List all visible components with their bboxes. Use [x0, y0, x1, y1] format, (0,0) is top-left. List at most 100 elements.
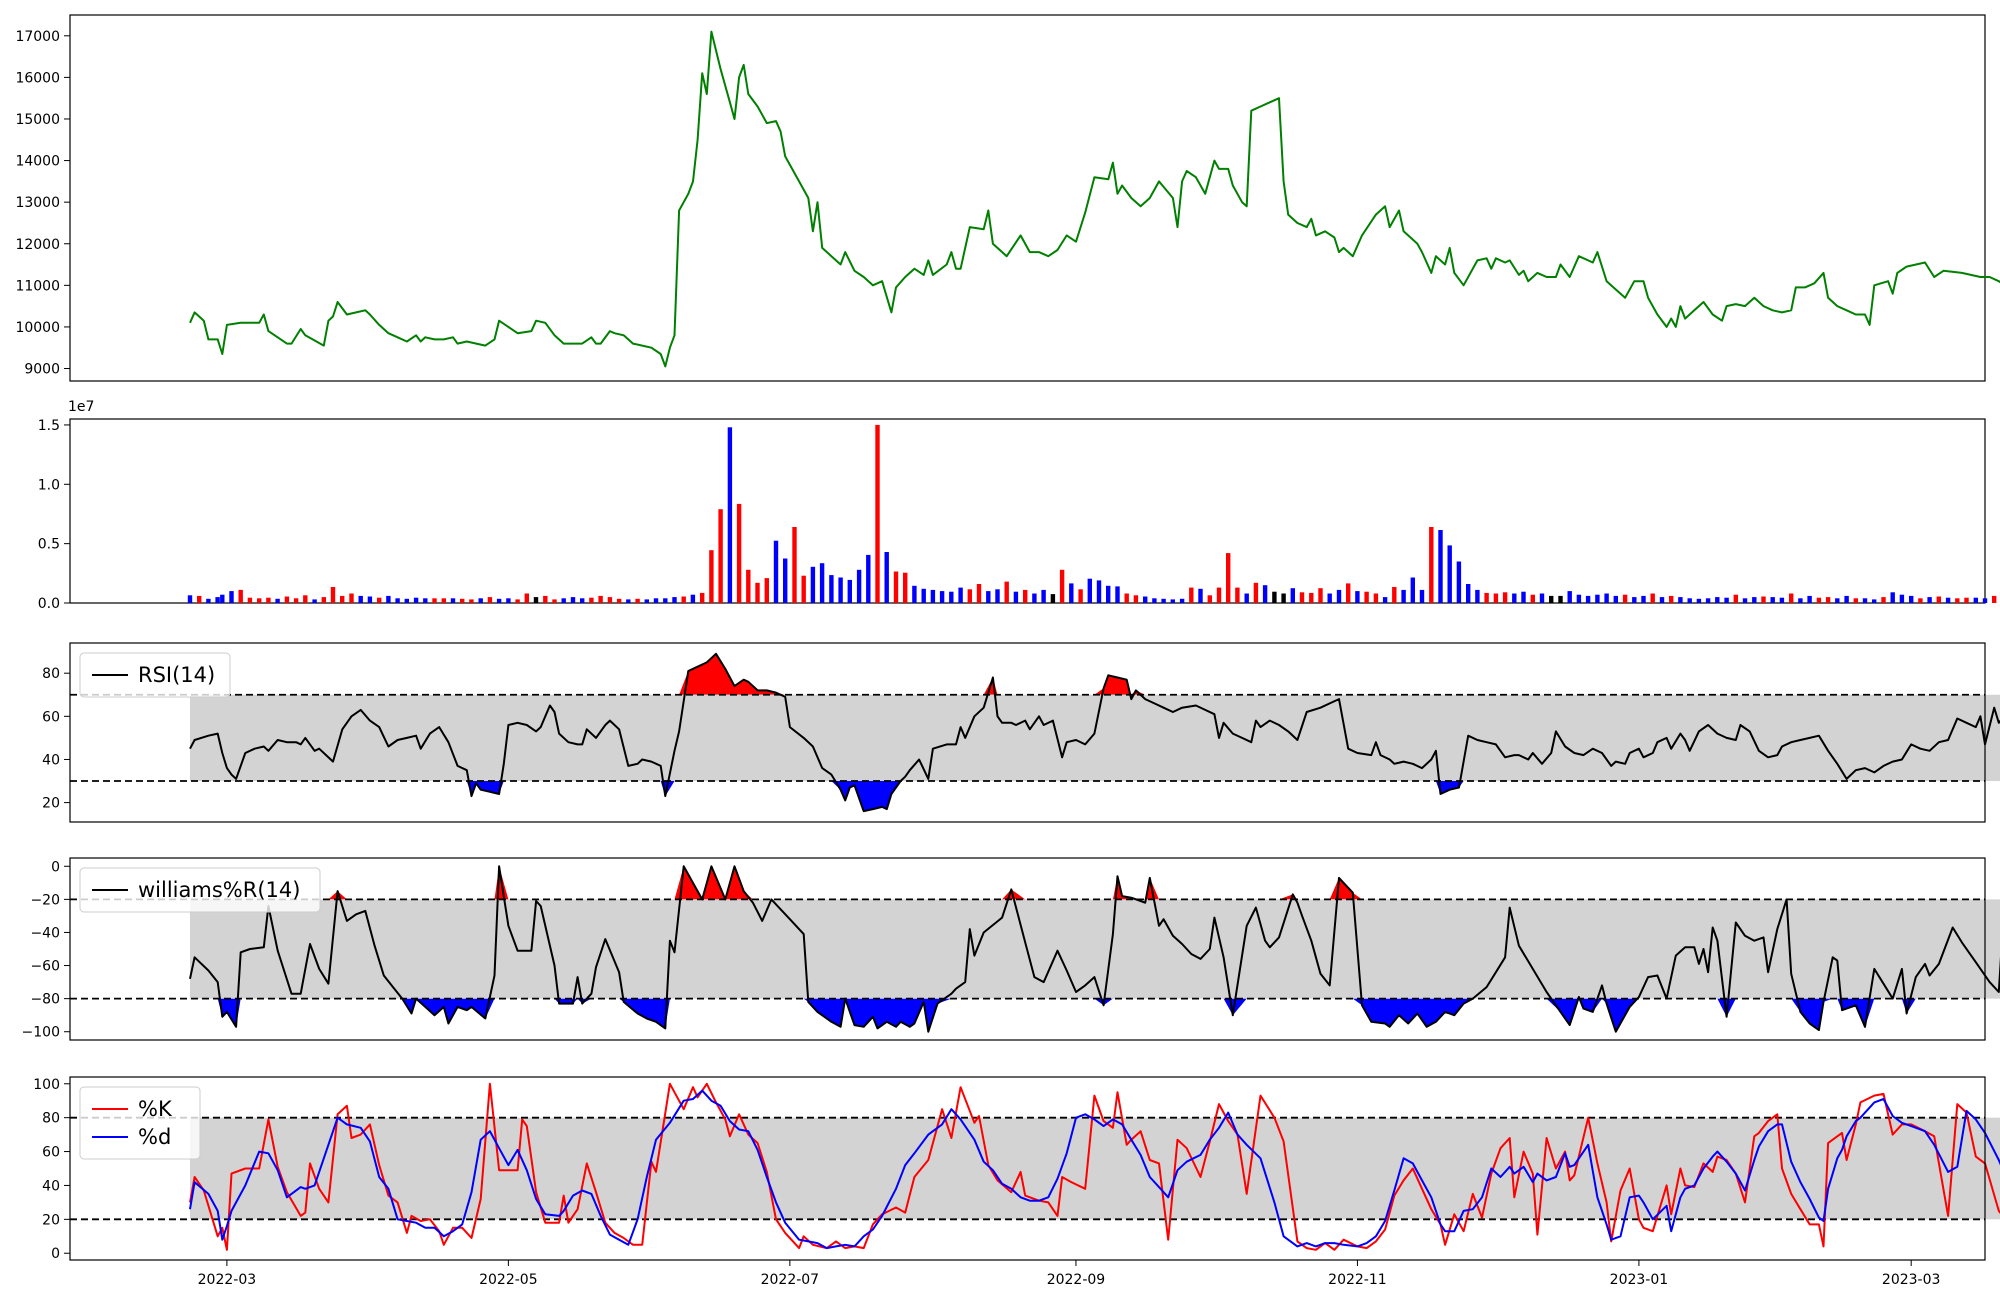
volume-bar [727, 427, 733, 603]
volume-bar [1502, 592, 1508, 603]
volume-bar [1272, 591, 1277, 603]
volume-bar [423, 598, 428, 603]
volume-bar [1650, 593, 1655, 603]
volume-bar [1281, 593, 1286, 603]
volume-bar [515, 599, 520, 603]
volume-bar [819, 563, 825, 603]
volume-bar [1669, 595, 1674, 603]
volume-ytick-label: 0.5 [38, 537, 60, 553]
volume-bar [1179, 598, 1185, 603]
williams-ytick-label: −60 [30, 959, 60, 975]
volume-bar [930, 589, 936, 603]
volume-bar [377, 597, 382, 603]
volume-bar [1207, 595, 1212, 603]
volume-bar [1641, 595, 1646, 603]
stochastic-ytick-label: 20 [42, 1212, 60, 1228]
williams-legend-box [79, 867, 321, 913]
volume-bar [626, 599, 631, 603]
volume-bar [1955, 598, 1960, 603]
volume-bar [1622, 594, 1628, 603]
rsi-ytick-label: 80 [42, 666, 60, 682]
stochastic-ytick-label: 100 [33, 1077, 60, 1093]
williams-ytick-label: −100 [22, 1025, 60, 1041]
williams-ytick-label: −20 [30, 892, 60, 908]
volume-bar [496, 598, 502, 603]
price-ytick-label: 13000 [15, 195, 60, 211]
volume-bar [197, 595, 202, 603]
volume-bar [1456, 561, 1462, 603]
volume-bar [1844, 595, 1849, 603]
volume-bar [958, 587, 963, 603]
volume-bar [792, 527, 797, 603]
price-frame [69, 14, 1986, 382]
volume-bar [432, 598, 437, 603]
price-ytick-label: 10000 [15, 320, 60, 336]
volume-bar [1484, 592, 1489, 603]
price-panel: 9000 10000 11000 12000 13000 14000 15000 16000 1… [15, 14, 2000, 382]
volume-bar [1262, 585, 1268, 603]
volume-bar [1964, 597, 1969, 603]
volume-bar [995, 589, 1000, 603]
volume-panel: 0.0 0.5 1.0 1.5 1e7 [38, 399, 1997, 612]
volume-bar [1493, 593, 1499, 603]
price-line [189, 30, 2000, 368]
volume-bar [1143, 596, 1148, 603]
volume-bar [1632, 597, 1637, 603]
volume-bar [1032, 593, 1037, 603]
volume-bar [1253, 582, 1259, 603]
volume-bar [1152, 598, 1157, 603]
williams-band [189, 899, 2000, 999]
stochastic-legend-box [79, 1086, 201, 1160]
volume-bar [1198, 588, 1203, 603]
volume-ytick-label: 1.5 [38, 418, 60, 434]
volume-bar [1909, 595, 1914, 603]
rsi-ytick-label: 20 [42, 796, 60, 812]
volume-bar [773, 540, 779, 603]
volume-bar [838, 577, 843, 603]
volume-bar [976, 584, 982, 603]
volume-bar [1982, 598, 1988, 603]
volume-bar [275, 598, 280, 603]
price-ytick-label: 14000 [15, 154, 60, 170]
volume-bar [1078, 589, 1083, 603]
volume-bar [206, 598, 211, 603]
volume-bar [450, 598, 456, 603]
volume-bar [1872, 599, 1877, 603]
x-tick-label: 2022-09 [1047, 1272, 1106, 1288]
volume-bar [1410, 577, 1415, 603]
volume-bar [856, 569, 862, 603]
stochastic-legend-label: %d [138, 1125, 171, 1149]
stochastic-ytick-label: 0 [51, 1246, 60, 1262]
volume-bar [367, 596, 373, 603]
volume-bar [460, 598, 465, 603]
williams-ytick-label: 0 [51, 859, 60, 875]
volume-bar [1576, 594, 1582, 603]
volume-offset-label: 1e7 [68, 399, 94, 415]
volume-bar [1853, 598, 1858, 603]
price-ytick-label: 12000 [15, 237, 60, 253]
volume-bar [1124, 593, 1129, 603]
volume-bar [229, 591, 234, 603]
volume-bar [1715, 597, 1720, 603]
volume-bar [1539, 593, 1545, 603]
volume-bar [340, 595, 345, 603]
volume-bar [1336, 589, 1342, 603]
x-tick-label: 2022-03 [198, 1272, 257, 1288]
volume-bar [1807, 595, 1812, 603]
volume-bar [330, 587, 336, 603]
volume-bar [312, 599, 317, 603]
volume-ytick-label: 0.0 [38, 596, 60, 612]
volume-bar [247, 597, 253, 603]
volume-bar [847, 579, 852, 603]
x-tick-label: 2022-07 [761, 1272, 820, 1288]
price-ytick-label: 15000 [15, 112, 60, 128]
volume-bar [1779, 597, 1785, 603]
volume-bar [395, 598, 400, 603]
williams-ytick-label: −80 [30, 992, 60, 1008]
stochastic-d-line [189, 1089, 2000, 1250]
williams-r-line [189, 865, 2000, 1033]
volume-bar [358, 595, 363, 603]
volume-bar [1752, 597, 1757, 603]
volume-bar [1318, 588, 1323, 603]
